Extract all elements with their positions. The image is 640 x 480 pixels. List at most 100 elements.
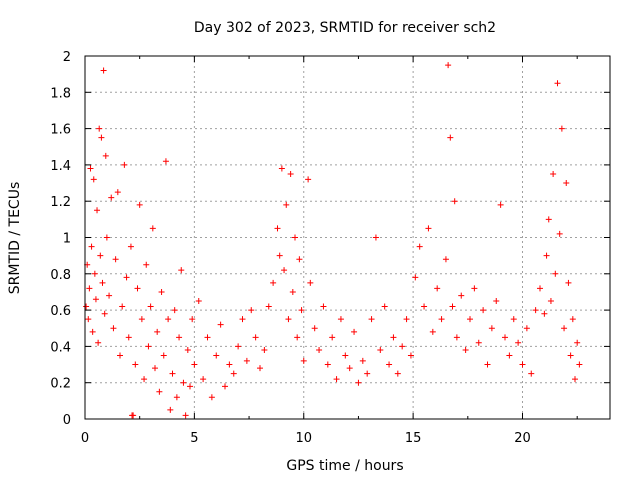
y-tick-label: 0.6	[50, 304, 71, 319]
data-point	[497, 201, 504, 208]
data-point	[160, 352, 167, 359]
data-point	[381, 303, 388, 310]
y-tick-label: 1.8	[50, 86, 71, 101]
data-point	[320, 303, 327, 310]
x-tick-label: 20	[514, 431, 531, 446]
y-tick-label: 0	[63, 413, 71, 428]
data-points	[83, 62, 583, 419]
data-point	[333, 376, 340, 383]
data-point	[355, 379, 362, 386]
data-point	[425, 225, 432, 232]
data-point	[213, 352, 220, 359]
data-point	[394, 370, 401, 377]
data-point	[438, 316, 445, 323]
plot-frame	[84, 55, 611, 420]
data-point	[162, 158, 169, 165]
y-tick-label: 1	[63, 232, 71, 247]
data-point	[462, 347, 469, 354]
data-point	[451, 198, 458, 205]
data-point	[311, 325, 318, 332]
data-point	[261, 347, 268, 354]
data-point	[136, 201, 143, 208]
data-point	[86, 285, 93, 292]
data-point	[552, 270, 559, 277]
data-point	[149, 225, 156, 232]
data-point	[554, 80, 561, 87]
data-point	[90, 176, 97, 183]
data-point	[458, 292, 465, 299]
data-point	[103, 234, 110, 241]
data-point	[305, 176, 312, 183]
data-point	[189, 316, 196, 323]
data-point	[285, 316, 292, 323]
x-tick-label: 0	[81, 431, 89, 446]
data-point	[195, 298, 202, 305]
x-tick-label: 15	[405, 431, 422, 446]
data-point	[99, 279, 106, 286]
data-point	[101, 310, 108, 317]
data-point	[488, 325, 495, 332]
data-point	[569, 316, 576, 323]
data-point	[121, 161, 128, 168]
data-point	[364, 370, 371, 377]
data-point	[145, 343, 152, 350]
data-point	[127, 243, 134, 250]
data-point	[112, 256, 119, 263]
data-point	[403, 316, 410, 323]
data-point	[294, 334, 301, 341]
chart-title: Day 302 of 2023, SRMTID for receiver sch…	[194, 20, 496, 36]
data-point	[407, 352, 414, 359]
data-point	[283, 201, 290, 208]
data-point	[132, 361, 139, 368]
y-axis-label: SRMTID / TECUs	[7, 182, 23, 295]
data-point	[324, 361, 331, 368]
data-point	[502, 334, 508, 341]
data-point	[561, 325, 568, 332]
data-point	[204, 334, 211, 341]
data-point	[337, 316, 344, 323]
x-tick-label: 5	[190, 431, 198, 446]
data-point	[300, 357, 307, 364]
data-point	[88, 243, 95, 250]
data-point	[173, 394, 180, 401]
data-point	[110, 325, 117, 332]
data-point	[447, 134, 454, 141]
data-point	[138, 316, 145, 323]
data-point	[85, 316, 92, 323]
data-point	[114, 189, 121, 196]
x-axis-label: GPS time / hours	[286, 458, 403, 474]
data-point	[152, 365, 158, 372]
data-point	[307, 279, 314, 286]
data-point	[412, 274, 419, 281]
data-point	[421, 303, 428, 310]
data-point	[390, 334, 397, 341]
data-point	[467, 316, 473, 323]
data-point	[134, 285, 141, 292]
data-point	[94, 207, 101, 214]
data-point	[248, 307, 255, 314]
data-point	[106, 292, 113, 299]
data-point	[351, 328, 358, 335]
data-point	[480, 307, 487, 314]
data-point	[180, 379, 187, 386]
data-point	[274, 225, 281, 232]
data-point	[329, 334, 336, 341]
data-point	[368, 316, 375, 323]
data-point	[342, 352, 349, 359]
data-point	[572, 376, 578, 383]
data-point	[532, 307, 539, 314]
grid-lines	[85, 56, 610, 419]
data-point	[372, 234, 379, 241]
data-point	[165, 316, 172, 323]
data-point	[200, 376, 207, 383]
data-point	[191, 361, 198, 368]
data-point	[289, 288, 296, 295]
data-point	[141, 376, 148, 383]
data-point	[429, 328, 436, 335]
data-point	[83, 303, 90, 310]
data-point	[222, 383, 228, 390]
data-point	[484, 361, 491, 368]
data-point	[169, 370, 176, 377]
data-point	[95, 339, 102, 346]
data-point	[97, 252, 104, 259]
